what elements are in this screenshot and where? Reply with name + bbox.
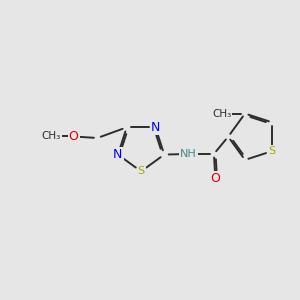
Text: CH₃: CH₃ — [42, 131, 61, 142]
Text: NH: NH — [180, 149, 197, 159]
Text: S: S — [269, 146, 276, 156]
Text: CH₃: CH₃ — [212, 109, 231, 118]
Text: N: N — [151, 121, 160, 134]
Text: O: O — [210, 172, 220, 185]
Text: N: N — [113, 148, 123, 161]
Text: O: O — [69, 130, 79, 143]
Text: S: S — [137, 167, 145, 176]
